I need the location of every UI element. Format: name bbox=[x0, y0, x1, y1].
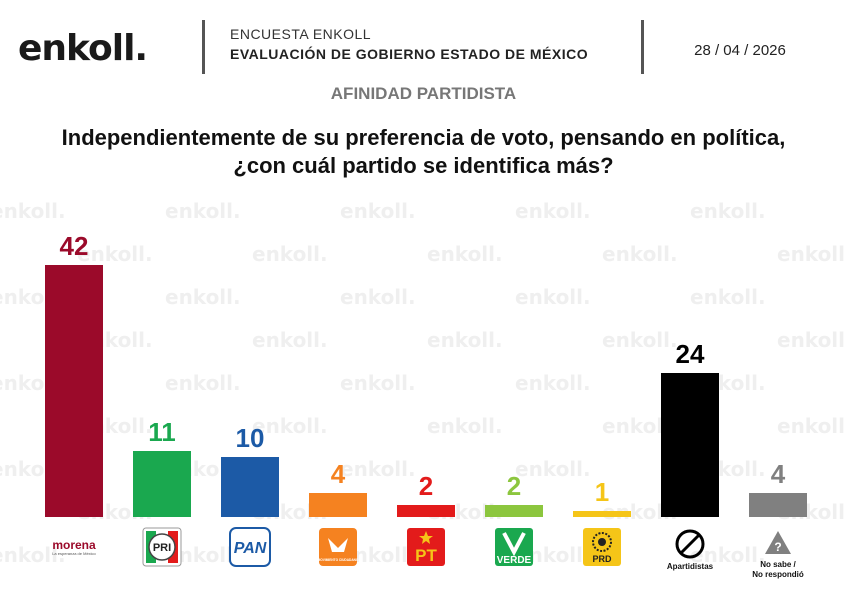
watermark-text: enkoll. bbox=[515, 371, 591, 395]
svg-text:morena: morena bbox=[52, 538, 96, 552]
svg-text:No sabe /: No sabe / bbox=[760, 560, 796, 569]
data-label-8: 24 bbox=[676, 339, 705, 369]
watermark-text: enkoll. bbox=[340, 457, 416, 481]
watermark-text: enkoll. bbox=[0, 199, 66, 223]
watermark-text: enkoll. bbox=[515, 285, 591, 309]
watermark-text: enkoll. bbox=[252, 242, 328, 266]
watermark-text: enkoll. bbox=[515, 199, 591, 223]
watermark-text: enkoll. bbox=[340, 199, 416, 223]
watermark-text: enkoll. bbox=[427, 414, 503, 438]
watermark-text: enkoll. bbox=[602, 328, 678, 352]
prd-logo: PRD bbox=[583, 528, 621, 566]
svg-text:MOVIMIENTO CIUDADANO: MOVIMIENTO CIUDADANO bbox=[318, 558, 359, 562]
data-label-3: 10 bbox=[236, 423, 265, 453]
watermark-text: enkoll. bbox=[252, 414, 328, 438]
header-divider-left bbox=[202, 20, 205, 74]
pri-logo: PRI bbox=[142, 527, 182, 567]
svg-text:?: ? bbox=[774, 540, 781, 554]
chart-title: AFINIDAD PARTIDISTA bbox=[330, 84, 517, 103]
watermark-text: enkoll. bbox=[690, 285, 766, 309]
watermark-text: enkoll. bbox=[515, 457, 591, 481]
pt-logo: PT bbox=[407, 528, 445, 566]
verde-logo: VERDE bbox=[495, 528, 533, 566]
bar-4 bbox=[309, 493, 367, 517]
watermark-text: enkoll. bbox=[252, 328, 328, 352]
report-date: 28 / 04 / 2026 bbox=[694, 42, 786, 59]
svg-text:PRD: PRD bbox=[592, 554, 612, 564]
svg-text:PRI: PRI bbox=[153, 542, 171, 554]
svg-text:VERDE: VERDE bbox=[497, 555, 532, 566]
bar-7 bbox=[573, 511, 631, 517]
watermark-text: enkoll. bbox=[165, 371, 241, 395]
bar-2 bbox=[133, 451, 191, 517]
survey-name: ENCUESTA ENKOLL bbox=[230, 26, 372, 42]
bar-3 bbox=[221, 457, 279, 517]
header-divider-right bbox=[641, 20, 644, 74]
no-sabe-icon: ? No sabe /No respondió bbox=[752, 531, 804, 579]
data-label-5: 2 bbox=[419, 471, 433, 501]
pan-logo: PAN bbox=[229, 527, 271, 567]
enkoll-logo: enkoll. bbox=[18, 28, 148, 69]
watermark-text: enkoll. bbox=[777, 242, 847, 266]
watermark-text: enkoll. bbox=[777, 328, 847, 352]
data-label-9: 4 bbox=[771, 459, 786, 489]
data-label-1: 42 bbox=[60, 231, 89, 261]
movimiento-ciudadano-logo: MOVIMIENTO CIUDADANO bbox=[318, 528, 359, 566]
watermark-text: enkoll. bbox=[340, 285, 416, 309]
watermark-text: enkoll. bbox=[427, 328, 503, 352]
bar-5 bbox=[397, 505, 455, 517]
watermark-text: enkoll. bbox=[427, 242, 503, 266]
watermark-text: enkoll. bbox=[340, 371, 416, 395]
svg-text:PAN: PAN bbox=[234, 540, 267, 557]
bar-8 bbox=[661, 373, 719, 517]
apartidistas-icon: Apartidistas bbox=[667, 529, 714, 571]
svg-text:La esperanza de México: La esperanza de México bbox=[52, 551, 96, 556]
watermark-text: enkoll. bbox=[165, 199, 241, 223]
svg-text:PT: PT bbox=[415, 546, 437, 565]
svg-text:No respondió: No respondió bbox=[752, 570, 804, 579]
data-label-2: 11 bbox=[148, 417, 176, 447]
survey-question: Independientemente de su preferencia de … bbox=[61, 125, 786, 178]
data-label-6: 2 bbox=[507, 471, 521, 501]
watermark-text: enkoll. bbox=[777, 414, 847, 438]
watermark-text: enkoll. bbox=[602, 242, 678, 266]
data-label-4: 4 bbox=[331, 459, 346, 489]
svg-text:Apartidistas: Apartidistas bbox=[667, 562, 714, 571]
watermark-text: enkoll. bbox=[165, 285, 241, 309]
bar-1 bbox=[45, 265, 103, 517]
report-subtitle: EVALUACIÓN DE GOBIERNO ESTADO DE MÉXICO bbox=[230, 46, 589, 62]
watermark-text: enkoll. bbox=[690, 199, 766, 223]
data-label-7: 1 bbox=[595, 477, 609, 507]
watermark-text: enkoll. bbox=[77, 242, 153, 266]
bar-9 bbox=[749, 493, 807, 517]
watermark-text: enkoll. bbox=[0, 543, 66, 567]
bar-6 bbox=[485, 505, 543, 517]
